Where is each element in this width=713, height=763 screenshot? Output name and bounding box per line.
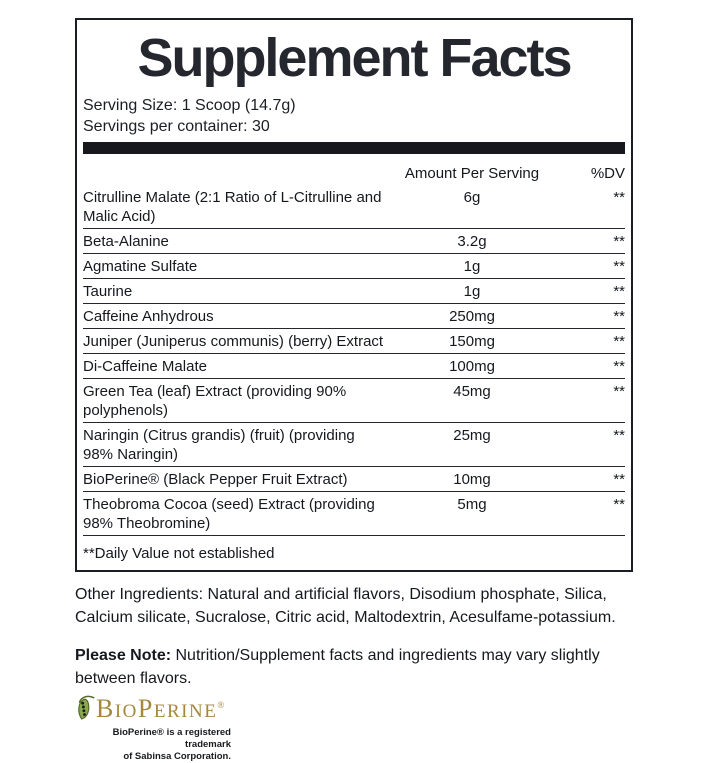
- ingredient-name: Green Tea (leaf) Extract (providing 90% …: [83, 383, 347, 420]
- column-header-dv: %DV: [590, 165, 625, 183]
- trademark-line2: of Sabinsa Corporation.: [123, 751, 231, 763]
- wordmark-erine: ERINE: [153, 701, 218, 723]
- ingredient-dv: **: [613, 333, 625, 351]
- bioperine-logo: BIOPERINE® BioPerine® is a registered tr…: [75, 692, 245, 763]
- ingredient-name: BioPerine® (Black Pepper Fruit Extract): [83, 471, 348, 489]
- bioperine-wordmark: BIOPERINE®: [96, 692, 224, 726]
- ingredient-amount: 25mg: [453, 427, 491, 445]
- ingredient-dv: **: [613, 496, 625, 514]
- please-note-label: Please Note:: [75, 647, 172, 665]
- ingredient-name: Agmatine Sulfate: [83, 258, 198, 276]
- ingredient-amount: 6g: [463, 189, 481, 207]
- ingredient-amount: 1g: [463, 283, 481, 301]
- ingredient-row: Agmatine Sulfate 1g **: [83, 254, 625, 280]
- ingredient-dv: **: [613, 383, 625, 401]
- ingredient-row: Beta-Alanine 3.2g **: [83, 229, 625, 255]
- ingredient-amount: 5mg: [457, 496, 487, 514]
- ingredient-row: Di-Caffeine Malate 100mg **: [83, 354, 625, 380]
- column-header-amount: Amount Per Serving: [404, 165, 540, 183]
- facts-table: Amount Per Serving %DV Citrulline Malate…: [83, 154, 625, 565]
- registered-mark: ®: [217, 700, 225, 711]
- ingredient-amount: 3.2g: [457, 233, 487, 251]
- ingredient-name: Di-Caffeine Malate: [83, 358, 207, 376]
- ingredient-dv: **: [613, 427, 625, 445]
- ingredient-dv: **: [613, 358, 625, 376]
- facts-rows: Citrulline Malate (2:1 Ratio of L-Citrul…: [83, 185, 625, 537]
- serving-size: Serving Size: 1 Scoop (14.7g): [83, 97, 296, 115]
- divider-bar: [83, 142, 625, 155]
- ingredient-name: Beta-Alanine: [83, 233, 169, 251]
- wordmark-p: P: [137, 694, 154, 724]
- ingredient-dv: **: [613, 258, 625, 276]
- table-header-row: Amount Per Serving %DV: [83, 154, 625, 185]
- ingredient-row: Green Tea (leaf) Extract (providing 90% …: [83, 379, 625, 424]
- ingredient-amount: 1g: [463, 258, 481, 276]
- ingredient-dv: **: [613, 308, 625, 326]
- bioperine-logo-row: BIOPERINE®: [75, 692, 245, 727]
- please-note-body: Nutrition/Supplement facts and ingredien…: [75, 647, 600, 688]
- ingredient-row: Caffeine Anhydrous 250mg **: [83, 304, 625, 330]
- please-note-text: Please Note: Nutrition/Supplement facts …: [75, 644, 633, 690]
- serving-info: Serving Size: 1 Scoop (14.7g) Servings p…: [83, 95, 625, 137]
- supplement-facts-panel: Supplement Facts Serving Size: 1 Scoop (…: [75, 18, 633, 573]
- other-ingredients-text: Other Ingredients: Natural and artificia…: [75, 586, 616, 627]
- ingredient-amount: 100mg: [449, 358, 495, 376]
- ingredient-dv: **: [613, 233, 625, 251]
- ingredient-amount: 250mg: [449, 308, 495, 326]
- ingredient-name: Caffeine Anhydrous: [83, 308, 214, 326]
- ingredient-dv: **: [613, 471, 625, 489]
- ingredient-name: Citrulline Malate (2:1 Ratio of L-Citrul…: [83, 189, 382, 226]
- ingredient-name: Taurine: [83, 283, 133, 301]
- servings-per-container: Servings per container: 30: [83, 118, 270, 136]
- ingredient-dv: **: [613, 189, 625, 207]
- ingredient-row: Naringin (Citrus grandis) (fruit) (provi…: [83, 423, 625, 468]
- ingredient-row: Taurine 1g **: [83, 279, 625, 305]
- ingredient-name: Naringin (Citrus grandis) (fruit) (provi…: [83, 427, 355, 464]
- wordmark-io: IO: [114, 701, 138, 723]
- ingredient-dv: **: [613, 283, 625, 301]
- ingredient-amount: 45mg: [453, 383, 491, 401]
- pepper-leaf-icon: [75, 694, 96, 727]
- trademark-notice: BioPerine® is a registered trademark of …: [75, 727, 231, 763]
- page-title: Supplement Facts: [137, 28, 572, 88]
- ingredient-amount: 10mg: [453, 471, 491, 489]
- ingredient-name: Theobroma Cocoa (seed) Extract (providin…: [83, 496, 375, 533]
- wordmark-b: B: [96, 694, 115, 724]
- ingredient-row: Citrulline Malate (2:1 Ratio of L-Citrul…: [83, 185, 625, 230]
- trademark-line1: BioPerine® is a registered trademark: [112, 727, 231, 751]
- ingredient-amount: 150mg: [449, 333, 495, 351]
- daily-value-footnote: **Daily Value not established: [83, 545, 275, 563]
- ingredient-name: Juniper (Juniperus communis) (berry) Ext…: [83, 333, 384, 351]
- ingredient-row: Theobroma Cocoa (seed) Extract (providin…: [83, 492, 625, 537]
- ingredient-row: Juniper (Juniperus communis) (berry) Ext…: [83, 329, 625, 355]
- supplement-label-page: Supplement Facts Serving Size: 1 Scoop (…: [75, 18, 633, 763]
- ingredient-row: BioPerine® (Black Pepper Fruit Extract) …: [83, 467, 625, 493]
